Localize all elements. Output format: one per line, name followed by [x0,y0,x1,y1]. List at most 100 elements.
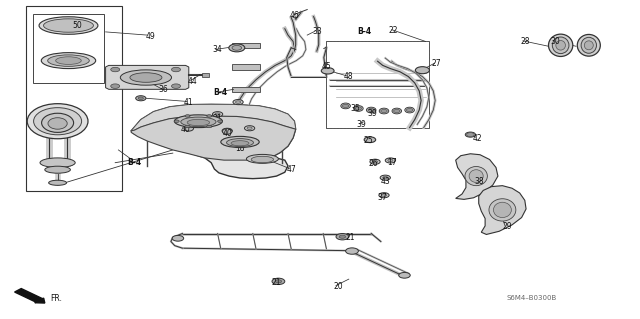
Ellipse shape [56,57,81,64]
Ellipse shape [181,117,216,127]
Text: 29: 29 [502,222,512,231]
Circle shape [172,84,180,88]
Circle shape [236,101,241,103]
Ellipse shape [415,67,429,74]
Text: 41: 41 [184,98,194,107]
Ellipse shape [366,107,376,113]
Circle shape [381,109,387,113]
Text: 39: 39 [356,120,367,129]
Ellipse shape [321,68,334,74]
Text: B-4: B-4 [214,88,228,97]
Ellipse shape [120,70,172,85]
Ellipse shape [39,17,98,34]
Circle shape [174,120,179,122]
Ellipse shape [49,180,67,185]
Ellipse shape [244,126,255,131]
Text: 25: 25 [363,136,373,145]
Text: 21: 21 [272,278,281,287]
Ellipse shape [392,108,402,114]
Ellipse shape [48,55,90,66]
Circle shape [138,97,143,100]
Ellipse shape [212,112,223,117]
Circle shape [406,108,413,112]
Text: 18: 18 [236,144,244,153]
Circle shape [275,280,282,283]
Text: 22: 22 [389,26,398,35]
Text: 20: 20 [333,282,343,291]
Ellipse shape [232,46,242,50]
Ellipse shape [130,73,162,82]
Ellipse shape [44,19,93,32]
Text: 48: 48 [344,72,354,81]
Ellipse shape [379,193,389,198]
Text: B-4: B-4 [358,27,372,36]
Ellipse shape [221,137,259,148]
Text: 39: 39 [367,109,378,118]
Text: 38: 38 [474,177,484,186]
Polygon shape [131,104,296,179]
Ellipse shape [370,159,380,164]
Ellipse shape [380,175,390,180]
Ellipse shape [233,100,243,105]
Circle shape [336,234,349,240]
Ellipse shape [465,132,476,137]
Circle shape [339,235,346,238]
Ellipse shape [172,235,184,241]
Text: FR.: FR. [50,294,62,303]
Ellipse shape [27,104,88,139]
Ellipse shape [229,44,245,52]
Ellipse shape [465,167,488,186]
Ellipse shape [246,154,278,163]
Ellipse shape [584,41,593,50]
Ellipse shape [42,113,74,132]
Ellipse shape [379,108,389,114]
Text: 40: 40 [180,125,191,134]
Bar [202,73,209,77]
Ellipse shape [489,199,516,221]
Text: 45: 45 [321,63,332,71]
Ellipse shape [548,34,573,56]
Ellipse shape [48,118,67,129]
Text: 17: 17 [387,158,397,167]
Circle shape [272,278,285,285]
Bar [326,41,429,128]
Text: 34: 34 [212,45,223,54]
Circle shape [225,130,230,132]
Text: 28: 28 [520,37,529,46]
Circle shape [215,113,220,115]
Ellipse shape [552,37,569,54]
Ellipse shape [469,170,483,182]
Polygon shape [479,186,526,234]
Text: 27: 27 [431,59,442,68]
Circle shape [381,194,387,197]
Circle shape [207,125,212,128]
Circle shape [383,176,388,179]
Ellipse shape [354,106,364,111]
Text: 46: 46 [289,11,300,20]
Ellipse shape [341,103,351,109]
Polygon shape [106,65,189,89]
Ellipse shape [222,128,232,133]
Polygon shape [131,104,296,131]
Circle shape [185,115,190,117]
Ellipse shape [223,129,232,134]
Ellipse shape [231,141,249,146]
Bar [33,14,104,83]
Polygon shape [131,116,296,160]
Bar [232,87,260,92]
Text: 50: 50 [72,21,82,30]
Circle shape [355,107,362,110]
Text: 26: 26 [368,159,378,168]
Circle shape [172,67,180,72]
Bar [26,6,122,191]
Circle shape [247,127,252,130]
Circle shape [207,115,212,117]
Ellipse shape [33,108,82,135]
Circle shape [368,108,374,112]
Text: 43: 43 [380,177,390,186]
Text: B-4: B-4 [127,158,141,167]
Ellipse shape [188,119,210,126]
Text: 40: 40 [222,130,232,138]
Circle shape [388,159,393,162]
Ellipse shape [45,166,70,173]
